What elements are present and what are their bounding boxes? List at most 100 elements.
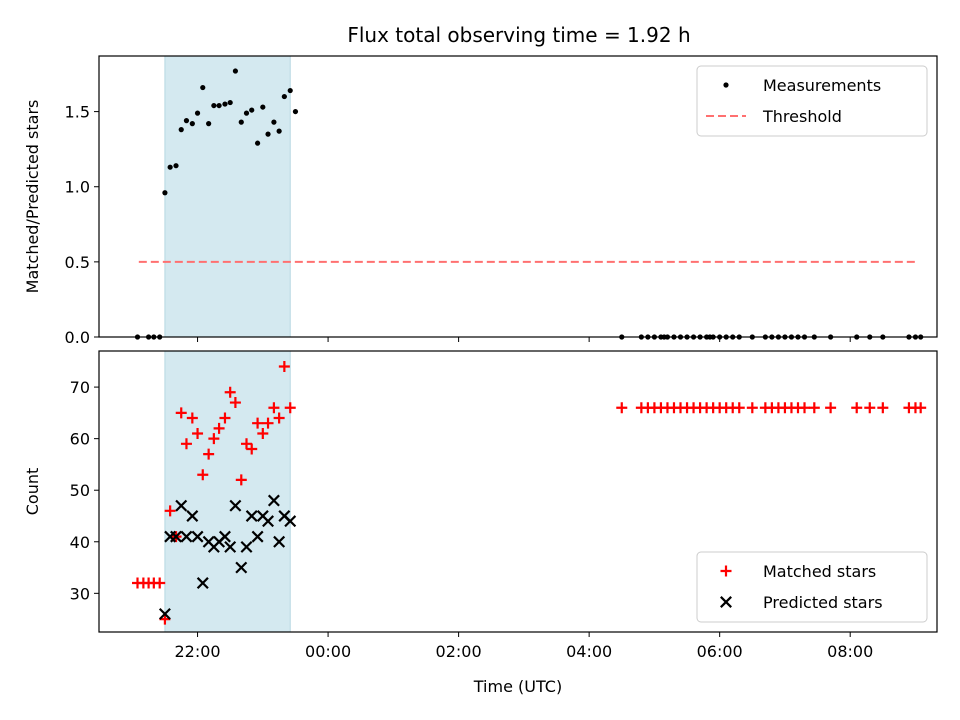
data-point [235, 561, 248, 574]
data-point [211, 102, 217, 109]
data-point [246, 443, 258, 455]
data-point [746, 402, 758, 414]
data-point [227, 99, 233, 106]
data-point [206, 121, 212, 127]
data-point [284, 402, 296, 414]
data-point [281, 93, 287, 100]
data-point [260, 104, 266, 110]
y-axis-label: Count [23, 468, 42, 516]
panel-bottom-count: 30 40 50 60 70 22:00 00:00 02:00 04:00 06:00 08:00… [23, 350, 938, 696]
legend-label: Predicted stars [763, 593, 883, 612]
data-point [218, 530, 231, 543]
data-point [186, 412, 198, 424]
y-tick-label: 60 [70, 430, 90, 449]
data-point [273, 412, 285, 424]
x-tick-label: 02:00 [436, 642, 482, 661]
data-point [799, 402, 811, 414]
y-tick-label: 1.5 [65, 103, 90, 122]
legend-label: Measurements [763, 76, 881, 95]
data-point [262, 515, 275, 528]
data-point [180, 438, 192, 450]
axes-frame [98, 55, 938, 338]
data-point [268, 402, 280, 414]
data-point [189, 121, 195, 127]
y-axis-label: Matched/Predicted stars [23, 100, 42, 294]
panel-top-ratio: 0.0 0.5 1.0 1.5 Matched/Predicted stars Measu… [23, 55, 938, 347]
data-point [154, 577, 166, 589]
data-point [245, 510, 258, 522]
data-point [175, 407, 187, 419]
x-tick-label: 04:00 [566, 642, 612, 661]
data-point [249, 107, 255, 113]
data-point [200, 84, 206, 91]
x-tick-label: 08:00 [827, 642, 873, 661]
data-point [252, 417, 264, 429]
legend: Measurements Threshold [696, 65, 928, 137]
data-point [158, 607, 171, 620]
data-point [915, 402, 927, 414]
axes-frame [98, 350, 938, 633]
data-point [284, 515, 297, 528]
data-point [197, 469, 209, 481]
data-point [175, 499, 188, 512]
data-point [167, 164, 173, 170]
data-point [262, 417, 274, 429]
x-axis-label: Time (UTC) [473, 677, 562, 696]
data-point [825, 402, 837, 414]
data-point [224, 540, 237, 553]
data-point [192, 427, 204, 439]
data-point [183, 118, 190, 124]
y-tick-label: 70 [70, 378, 90, 397]
data-point [257, 427, 269, 439]
data-point [229, 499, 242, 512]
data-point [265, 131, 271, 137]
data-point [808, 402, 820, 414]
data-point [271, 119, 277, 125]
data-point [243, 110, 250, 116]
data-point [222, 101, 228, 107]
data-point [216, 102, 222, 109]
data-point [877, 402, 889, 414]
legend-box [696, 551, 928, 623]
legend-label: Matched stars [763, 562, 876, 581]
data-point [164, 505, 176, 517]
data-point [208, 433, 220, 445]
data-point [180, 530, 193, 543]
data-point [191, 530, 204, 543]
y-tick-label: 50 [70, 481, 90, 500]
data-point [276, 128, 282, 134]
legend-swatch [720, 596, 732, 608]
data-point [292, 108, 299, 115]
data-point [194, 110, 201, 116]
data-point [616, 402, 628, 414]
x-tick-label: 22:00 [174, 642, 220, 661]
y-tick-label: 0.0 [65, 328, 90, 347]
data-point [162, 190, 168, 196]
legend-box [696, 65, 928, 137]
data-point [240, 540, 253, 553]
data-point [240, 438, 252, 450]
data-point [232, 68, 239, 74]
data-point [254, 140, 261, 146]
legend-label: Threshold [762, 107, 842, 126]
x-tick-label: 06:00 [697, 642, 743, 661]
legend: Matched stars Predicted stars [696, 551, 928, 623]
y-tick-label: 30 [70, 584, 90, 603]
data-point [273, 535, 286, 548]
data-point [238, 119, 244, 125]
y-tick-label: 1.0 [65, 178, 90, 197]
data-point [235, 474, 247, 486]
chart-title: Flux total observing time = 1.92 h [347, 23, 690, 47]
data-point [196, 577, 209, 589]
data-point [186, 510, 199, 522]
data-point [864, 402, 876, 414]
data-point [851, 402, 863, 414]
data-point [733, 402, 745, 414]
legend-swatch [720, 565, 732, 577]
legend-swatch [723, 82, 729, 88]
data-point [213, 422, 225, 434]
observing-window-shade [164, 55, 291, 338]
data-point [178, 127, 184, 133]
series-matched-stars [132, 360, 927, 625]
